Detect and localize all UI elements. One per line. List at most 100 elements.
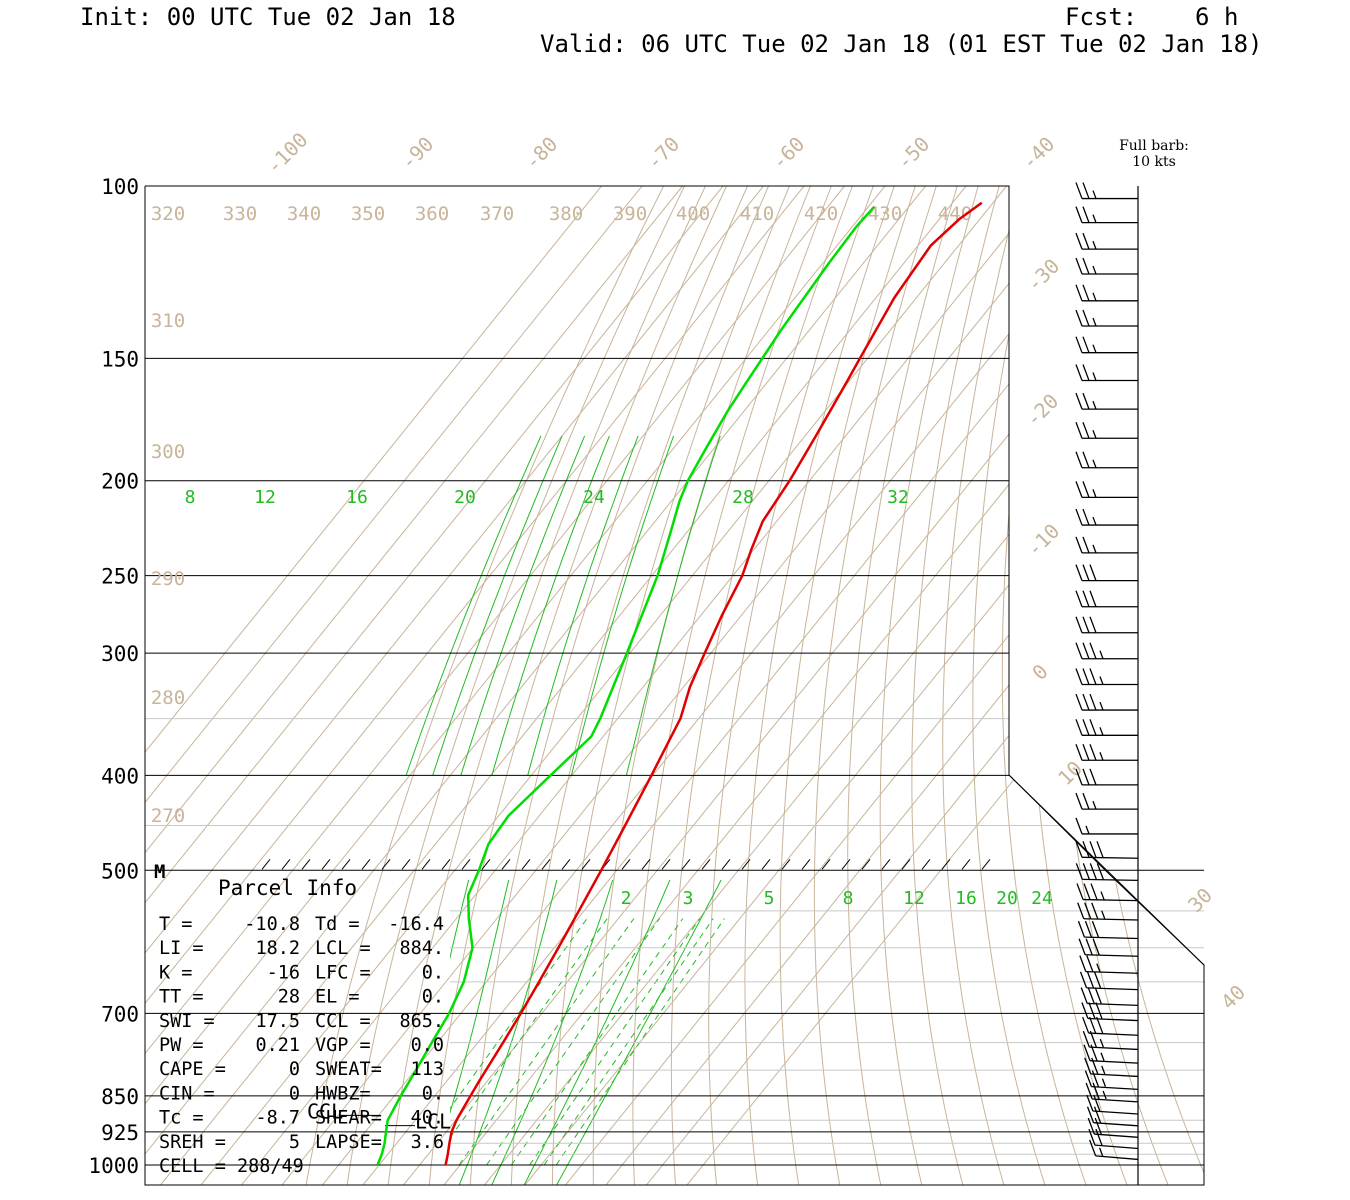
- wind-barb-full: [1087, 1117, 1095, 1135]
- wind-barb-full: [1075, 719, 1083, 736]
- wind-barb-full: [1086, 971, 1095, 989]
- parcel-row-label2: LAPSE=: [315, 1132, 382, 1153]
- wind-barb-full: [1092, 1082, 1100, 1100]
- wind-barb-full: [1075, 668, 1083, 685]
- wind-barb-full: [1089, 841, 1097, 858]
- wind-barb-full: [1088, 1128, 1096, 1146]
- wind-barb-shaft: [1095, 1155, 1139, 1161]
- wind-barb-full: [1089, 642, 1097, 659]
- theta-label-440: 440: [938, 203, 972, 225]
- wind-barb-shaft: [1087, 1017, 1139, 1022]
- wind-barb-full: [1086, 1106, 1095, 1123]
- wind-barb-full: [1082, 508, 1090, 526]
- wind-barb-full: [1075, 206, 1083, 223]
- mixing-ratio-label-24: 24: [1031, 888, 1053, 909]
- theta-label-370: 370: [480, 203, 514, 225]
- wind-barb-full: [1075, 422, 1083, 439]
- wind-barb-full: [1075, 616, 1083, 634]
- wind-barb-full: [1075, 590, 1083, 607]
- wind-barb-full: [1082, 642, 1090, 659]
- mid-level-marker: M: [154, 861, 165, 883]
- wind-barb: [1075, 590, 1138, 608]
- parcel-row-value: -8.7: [255, 1108, 300, 1129]
- wind-barb-shaft: [1093, 1122, 1139, 1127]
- wind-barb-full: [1082, 564, 1090, 581]
- theta-label-320: 320: [151, 203, 185, 225]
- mixing-ratio-label-8: 8: [843, 888, 854, 909]
- parcel-row-label: LI =: [159, 938, 204, 959]
- theta-label-380: 380: [549, 203, 583, 225]
- wind-barb-half: [1099, 650, 1104, 659]
- parcel-row-value2: 865.: [399, 1011, 444, 1032]
- wind-barb-half: [1099, 1147, 1104, 1157]
- wind-barb-full: [1075, 792, 1083, 810]
- wind-barb-full: [1093, 1106, 1102, 1123]
- wind-barb-full: [1075, 564, 1083, 581]
- wind-barb: [1075, 336, 1138, 354]
- wind-barb-full: [1075, 817, 1083, 835]
- pressure-label-925: 925: [101, 1121, 139, 1145]
- wind-barb-half: [1092, 459, 1097, 468]
- wind-barb-full: [1082, 863, 1090, 880]
- wind-barb-half: [1099, 752, 1104, 761]
- wind-barb: [1085, 1082, 1139, 1103]
- tropopause-hatch: [481, 858, 491, 870]
- wind-barb-half: [1092, 265, 1097, 275]
- isotherm-label--20: -20: [1021, 389, 1064, 432]
- tropopause-hatch: [841, 858, 851, 870]
- wind-barb-half: [1101, 1065, 1106, 1075]
- tropopause-hatch: [741, 858, 751, 870]
- wind-barb-half: [1092, 516, 1097, 526]
- wind-barb: [1075, 841, 1139, 859]
- wind-barb-full: [1087, 987, 1095, 1004]
- wind-barb: [1075, 309, 1138, 327]
- wind-barb: [1075, 257, 1138, 275]
- tropopause-hatch: [901, 858, 911, 870]
- wind-barb-shaft: [1086, 987, 1139, 991]
- sounding-profiles: [376, 201, 983, 1166]
- wind-barb-full: [1082, 206, 1090, 223]
- theta-label-430: 430: [868, 203, 902, 225]
- wind-barb-shaft: [1081, 856, 1139, 859]
- wind-barb-full: [1089, 768, 1097, 786]
- tropopause-hatch: [681, 858, 691, 870]
- wind-barb-full: [1082, 768, 1090, 786]
- wind-barb-full: [1095, 1002, 1103, 1019]
- wind-barb: [1075, 863, 1139, 882]
- isotherm-label-0: 0: [1027, 659, 1052, 684]
- wind-barb-half: [1096, 963, 1101, 972]
- theta-label-290: 290: [151, 568, 185, 590]
- isotherm-label--60: -60: [767, 132, 810, 175]
- isotherm-label-40: 40: [1216, 980, 1250, 1014]
- wind-barb-full: [1094, 987, 1102, 1004]
- wind-barb-full: [1093, 971, 1102, 989]
- wind-barb-full: [1085, 938, 1093, 955]
- plot-frame: [144, 185, 1205, 1186]
- tropopause-hatch: [541, 858, 551, 870]
- moist-adiabat-label-20: 20: [454, 487, 476, 508]
- wind-barb-full: [1082, 616, 1090, 634]
- wind-barb-full: [1089, 693, 1097, 711]
- mixing-ratio-line: [543, 918, 714, 1166]
- tropopause-hatch: [721, 858, 731, 870]
- wind-barb-full: [1089, 668, 1097, 685]
- wind-barb: [1075, 792, 1138, 810]
- tropopause-hatch: [701, 858, 711, 870]
- theta-label-420: 420: [804, 203, 838, 225]
- tropopause-hatch: [401, 858, 411, 870]
- wind-barb-full: [1089, 863, 1097, 880]
- wind-barb: [1075, 668, 1138, 686]
- wind-barb-full: [1075, 284, 1083, 302]
- wind-barb: [1075, 481, 1138, 499]
- tropopause-hatch: [581, 858, 591, 870]
- wind-barb-shaft: [1085, 954, 1139, 957]
- tropopause-hatch: [661, 858, 671, 870]
- parcel-row-value: 28: [278, 987, 300, 1008]
- theta-label-310: 310: [151, 310, 185, 332]
- wind-barb-full: [1082, 257, 1090, 275]
- tropopause-hatch: [761, 858, 771, 870]
- parcel-row-label: Tc =: [159, 1108, 204, 1129]
- parcel-row-label: SWI =: [159, 1011, 215, 1032]
- theta-label-280: 280: [151, 687, 185, 709]
- parcel-row-label: K =: [159, 962, 192, 983]
